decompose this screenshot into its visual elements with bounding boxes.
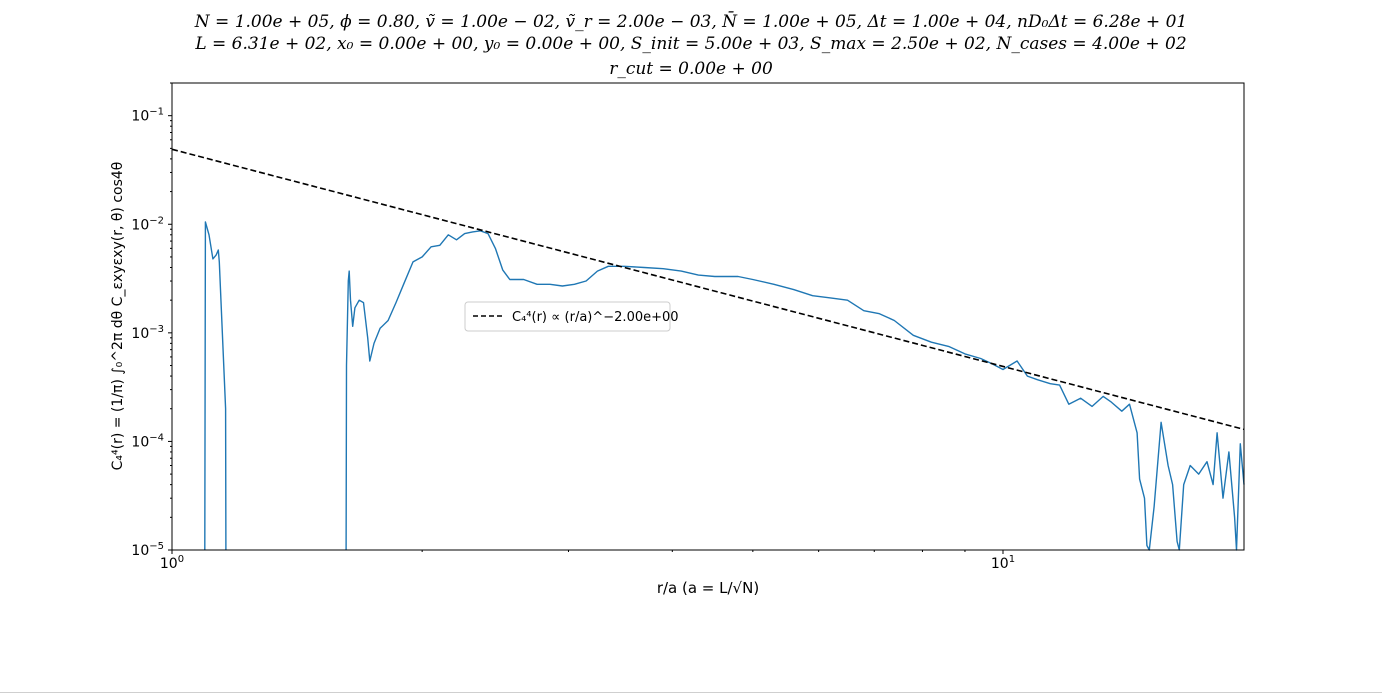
chart-title-line-2: L = 6.31e + 02, x₀ = 0.00e + 00, y₀ = 0.… xyxy=(195,34,1187,54)
y-tick-label: 10−1 xyxy=(131,107,164,125)
y-tick-label: 10−2 xyxy=(131,215,164,233)
y-axis-label: C₄⁴(r) = (1/π) ∫₀^2π dθ C_εxyεxy(r, θ) c… xyxy=(110,162,126,471)
x-tick-label: 100 xyxy=(160,554,184,572)
x-tick-label: 101 xyxy=(991,554,1015,572)
data-series-line-segment-0 xyxy=(204,221,227,551)
chart-title-line-3: r_cut = 0.00e + 00 xyxy=(609,59,773,79)
x-axis-label: r/a (a = L/√N) xyxy=(657,579,759,597)
ticks-layer: 10−5 10−4 10−3 10−2 10−1 100 101 xyxy=(131,82,1015,572)
y-tick-label: 10−4 xyxy=(131,432,164,450)
legend-label-power-law: C₄⁴(r) ∝ (r/a)^−2.00e+00 xyxy=(512,310,679,325)
bottom-divider xyxy=(0,692,1382,693)
series-layer xyxy=(171,148,1245,551)
data-series-line-segment-1 xyxy=(345,230,1245,551)
y-tick-label: 10−3 xyxy=(131,324,164,342)
power-law-fit-line-segment-0 xyxy=(171,148,1245,431)
y-tick-label: 10−5 xyxy=(131,541,164,559)
chart-title-line-1: N = 1.00e + 05, ϕ = 0.80, ṽ = 1.00e − 02… xyxy=(194,12,1188,32)
legend: C₄⁴(r) ∝ (r/a)^−2.00e+00 xyxy=(464,301,679,332)
legend-box xyxy=(464,301,671,332)
axes-frame xyxy=(171,82,1245,551)
